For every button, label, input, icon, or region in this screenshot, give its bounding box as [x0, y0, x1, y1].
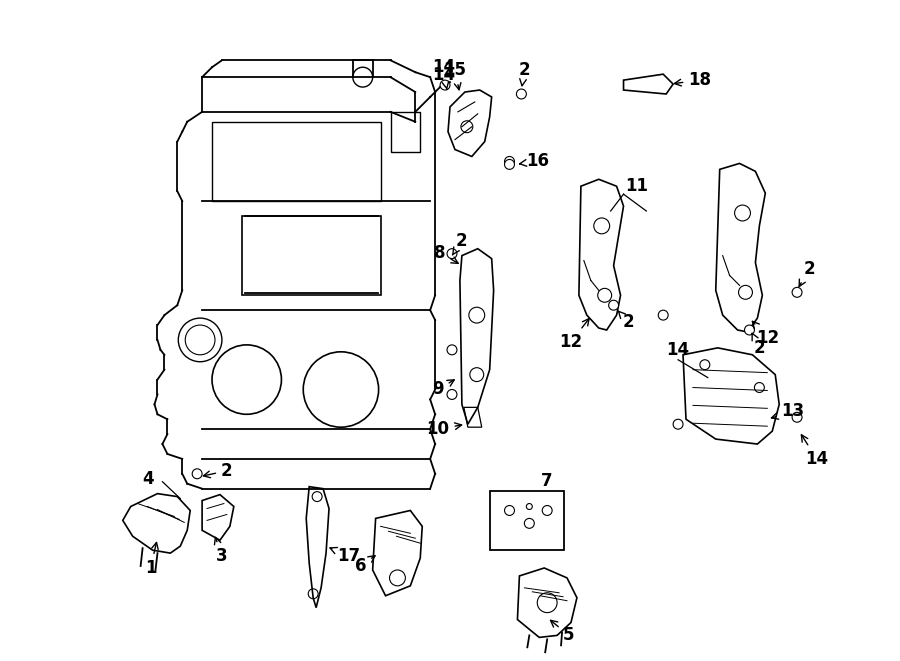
Text: 6: 6 — [355, 556, 375, 575]
Circle shape — [658, 310, 668, 320]
Text: 4: 4 — [142, 470, 153, 488]
Circle shape — [542, 506, 552, 516]
Circle shape — [193, 469, 202, 479]
Circle shape — [505, 157, 515, 167]
Circle shape — [608, 300, 618, 310]
Text: 11: 11 — [625, 177, 648, 195]
Bar — [490, 490, 564, 550]
Circle shape — [526, 504, 532, 510]
Circle shape — [525, 518, 535, 528]
Text: 3: 3 — [214, 537, 228, 565]
Text: 5: 5 — [551, 620, 575, 644]
Text: 9: 9 — [432, 380, 454, 399]
Text: 8: 8 — [435, 244, 458, 263]
Text: 2: 2 — [518, 61, 530, 86]
Text: 10: 10 — [427, 420, 462, 438]
Circle shape — [447, 249, 457, 258]
Circle shape — [447, 389, 457, 399]
Text: 2: 2 — [799, 260, 815, 286]
Text: 16: 16 — [519, 153, 549, 171]
Circle shape — [517, 89, 526, 99]
Text: 18: 18 — [674, 71, 711, 89]
Text: 14: 14 — [433, 58, 455, 76]
Text: 2: 2 — [203, 462, 233, 480]
Text: 2: 2 — [752, 333, 765, 357]
Circle shape — [792, 412, 802, 422]
Text: 12: 12 — [752, 321, 778, 347]
Text: 2: 2 — [618, 311, 634, 331]
Text: 13: 13 — [771, 403, 805, 420]
Text: 1: 1 — [145, 543, 158, 577]
Text: 17: 17 — [330, 547, 360, 565]
Text: 14: 14 — [433, 66, 455, 90]
Circle shape — [744, 325, 754, 335]
Circle shape — [447, 345, 457, 355]
Text: 14: 14 — [801, 435, 829, 468]
Text: 14: 14 — [667, 341, 689, 359]
Circle shape — [792, 288, 802, 297]
Circle shape — [505, 506, 515, 516]
Text: 15: 15 — [444, 61, 466, 90]
Text: 12: 12 — [560, 319, 590, 351]
Text: 7: 7 — [542, 472, 553, 490]
Circle shape — [505, 159, 515, 169]
Circle shape — [440, 80, 450, 90]
Text: 2: 2 — [453, 232, 468, 255]
Circle shape — [673, 419, 683, 429]
